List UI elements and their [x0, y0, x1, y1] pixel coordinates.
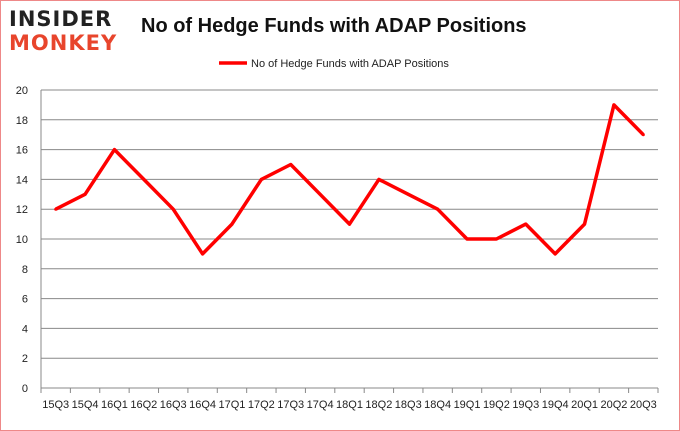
data-point [318, 192, 322, 196]
x-tick-label: 20Q3 [630, 399, 657, 411]
x-tick-label: 16Q3 [160, 399, 187, 411]
x-tick-label: 18Q1 [336, 399, 363, 411]
y-tick-label: 8 [22, 264, 28, 276]
x-tick-label: 19Q4 [542, 399, 569, 411]
x-tick-label: 16Q1 [101, 399, 128, 411]
data-point [142, 177, 146, 181]
x-tick-label: 17Q2 [248, 399, 275, 411]
data-point [524, 222, 528, 226]
data-point [230, 222, 234, 226]
data-point [201, 252, 205, 256]
y-tick-label: 16 [16, 145, 28, 157]
data-point [436, 207, 440, 211]
data-point [112, 148, 116, 152]
data-point [465, 237, 469, 241]
data-point [348, 222, 351, 226]
x-tick-label: 15Q4 [72, 399, 99, 411]
logo-line2: MONKEY [9, 31, 118, 55]
y-tick-label: 4 [22, 323, 28, 335]
data-point [612, 103, 616, 107]
data-point [83, 192, 87, 196]
x-tick-label: 17Q1 [219, 399, 246, 411]
data-point [259, 177, 263, 181]
legend-label: No of Hedge Funds with ADAP Positions [251, 58, 449, 70]
x-tick-label: 18Q3 [395, 399, 422, 411]
x-tick-label: 16Q4 [189, 399, 216, 411]
x-tick-label: 17Q4 [307, 399, 334, 411]
x-tick-label: 16Q2 [130, 399, 157, 411]
data-point [583, 222, 587, 226]
y-tick-label: 10 [16, 234, 28, 246]
y-tick-label: 12 [16, 204, 28, 216]
y-tick-label: 14 [16, 174, 28, 186]
y-tick-label: 2 [22, 353, 28, 365]
x-tick-label: 17Q3 [277, 399, 304, 411]
y-tick-label: 6 [22, 294, 28, 306]
data-point [54, 207, 58, 211]
chart-title: No of Hedge Funds with ADAP Positions [141, 15, 527, 37]
x-tick-label: 15Q3 [42, 399, 69, 411]
x-tick-label: 20Q2 [600, 399, 627, 411]
data-point [289, 163, 293, 166]
data-point [641, 133, 645, 137]
data-point [553, 252, 557, 256]
x-tick-label: 19Q1 [454, 399, 481, 411]
data-point [406, 192, 410, 196]
x-tick-label: 20Q1 [571, 399, 598, 411]
data-point [171, 207, 175, 211]
x-tick-label: 19Q3 [512, 399, 539, 411]
x-tick-label: 19Q2 [483, 399, 510, 411]
logo-line1: INSIDER [9, 7, 113, 31]
insider-monkey-logo: INSIDER MONKEY [9, 7, 129, 55]
x-tick-label: 18Q4 [424, 399, 451, 411]
x-tick-label: 18Q2 [365, 399, 392, 411]
y-tick-label: 0 [22, 383, 28, 395]
y-tick-label: 18 [16, 115, 28, 127]
data-point [377, 177, 381, 181]
y-tick-label: 20 [16, 85, 28, 97]
data-point [494, 237, 498, 241]
